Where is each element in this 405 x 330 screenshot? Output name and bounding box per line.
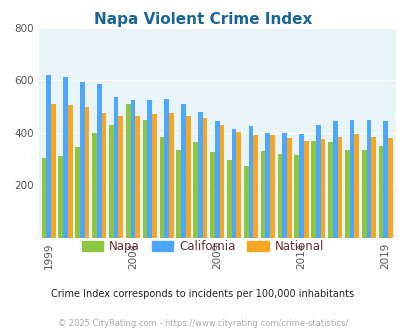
Bar bbox=[101, 113, 106, 238]
Bar bbox=[344, 150, 349, 238]
Bar bbox=[41, 158, 46, 238]
Bar bbox=[370, 137, 375, 238]
Bar bbox=[113, 97, 118, 238]
Bar bbox=[46, 75, 51, 238]
Bar bbox=[315, 125, 320, 238]
Bar bbox=[176, 150, 181, 238]
Bar bbox=[51, 104, 55, 238]
Bar bbox=[202, 118, 207, 238]
Bar bbox=[382, 121, 387, 238]
Bar bbox=[130, 100, 135, 238]
Bar bbox=[109, 125, 113, 238]
Bar bbox=[75, 147, 80, 238]
Bar bbox=[143, 120, 147, 238]
Bar bbox=[253, 135, 257, 238]
Bar bbox=[92, 133, 97, 238]
Bar bbox=[164, 99, 168, 238]
Bar bbox=[63, 77, 68, 238]
Bar bbox=[210, 152, 214, 238]
Bar bbox=[327, 142, 332, 238]
Bar bbox=[68, 105, 72, 238]
Bar bbox=[281, 133, 286, 238]
Bar bbox=[332, 121, 337, 238]
Bar bbox=[226, 160, 231, 238]
Bar bbox=[387, 138, 392, 238]
Bar bbox=[168, 113, 173, 238]
Bar bbox=[337, 137, 341, 238]
Bar bbox=[361, 150, 366, 238]
Bar bbox=[185, 116, 190, 238]
Bar bbox=[193, 142, 198, 238]
Bar bbox=[58, 156, 63, 238]
Bar bbox=[80, 82, 85, 238]
Bar bbox=[260, 151, 265, 238]
Bar bbox=[378, 146, 382, 238]
Bar bbox=[294, 155, 298, 238]
Text: Napa Violent Crime Index: Napa Violent Crime Index bbox=[94, 12, 311, 26]
Bar bbox=[118, 116, 123, 238]
Bar bbox=[126, 104, 130, 238]
Bar bbox=[236, 132, 241, 238]
Bar bbox=[214, 121, 219, 238]
Bar bbox=[349, 120, 354, 238]
Text: Crime Index corresponds to incidents per 100,000 inhabitants: Crime Index corresponds to incidents per… bbox=[51, 289, 354, 299]
Bar bbox=[198, 112, 202, 238]
Text: © 2025 CityRating.com - https://www.cityrating.com/crime-statistics/: © 2025 CityRating.com - https://www.city… bbox=[58, 319, 347, 328]
Bar bbox=[277, 154, 281, 238]
Bar bbox=[311, 141, 315, 238]
Legend: Napa, California, National: Napa, California, National bbox=[82, 240, 323, 253]
Bar bbox=[248, 126, 253, 238]
Bar bbox=[135, 116, 140, 238]
Bar bbox=[97, 84, 101, 238]
Bar bbox=[269, 135, 274, 238]
Bar bbox=[366, 120, 370, 238]
Bar bbox=[298, 134, 303, 238]
Bar bbox=[320, 139, 324, 238]
Bar bbox=[219, 125, 224, 238]
Bar bbox=[159, 137, 164, 238]
Bar bbox=[354, 134, 358, 238]
Bar bbox=[152, 115, 156, 238]
Bar bbox=[303, 141, 308, 238]
Bar bbox=[181, 104, 185, 238]
Bar bbox=[231, 129, 236, 238]
Bar bbox=[286, 138, 291, 238]
Bar bbox=[85, 107, 89, 238]
Bar bbox=[265, 133, 269, 238]
Bar bbox=[243, 166, 248, 238]
Bar bbox=[147, 100, 152, 238]
